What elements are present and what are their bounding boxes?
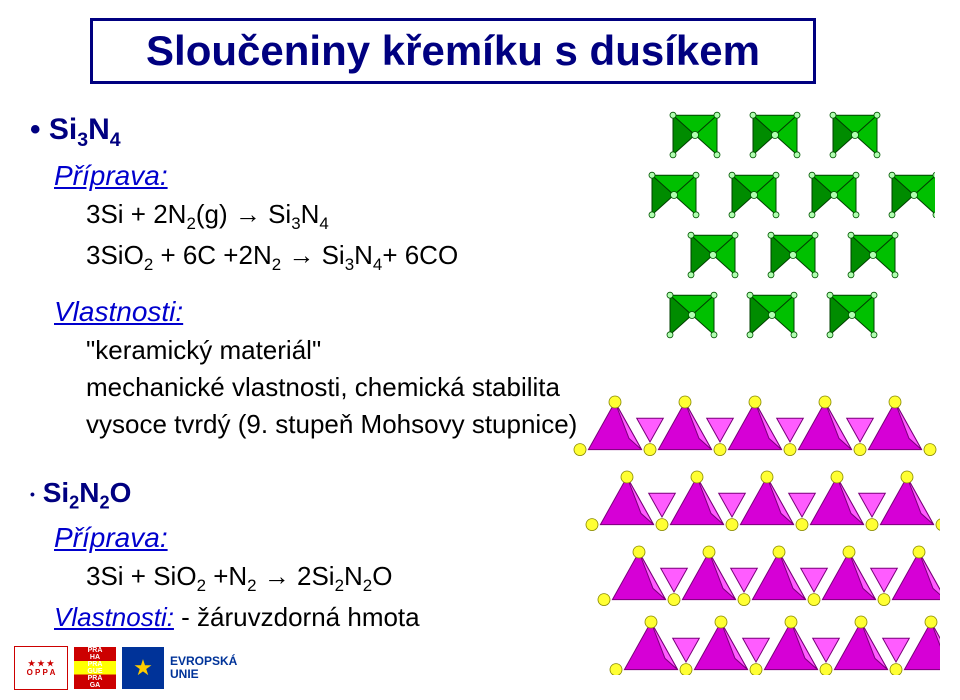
crystal-structure-magenta — [570, 375, 940, 675]
logo-praha: PRAHAPRAGUEPRAGA — [74, 647, 116, 689]
section1-prop-heading: Vlastnosti: — [54, 293, 590, 331]
section1-prop-line3: vysoce tvrdý (9. stupeň Mohsovy stupnice… — [86, 407, 590, 442]
section1-prep-line1: 3Si + 2N2(g) → Si3N4 — [86, 197, 590, 236]
content-column: • Si3N4 Příprava: 3Si + 2N2(g) → Si3N4 3… — [30, 110, 590, 635]
footer-logos: ★ ★ ★O P P A PRAHAPRAGUEPRAGA ★ EVROPSKÁ… — [14, 646, 237, 690]
section2-prep-line1: 3Si + SiO2 +N2 → 2Si2N2O — [86, 559, 590, 598]
section2-prep-heading: Příprava: — [54, 519, 590, 557]
section1-prop-line2: mechanické vlastnosti, chemická stabilit… — [86, 370, 590, 405]
page-title: Sloučeniny křemíku s dusíkem — [146, 27, 760, 74]
section1-prop-line1: "keramický materiál" — [86, 333, 590, 368]
section1-prep-heading: Příprava: — [54, 157, 590, 195]
section1-prep-line2: 3SiO2 + 6C +2N2 → Si3N4+ 6CO — [86, 238, 590, 277]
section2-prop-line: Vlastnosti: - žáruvzdorná hmota — [54, 600, 590, 635]
section2-formula: • Si2N2O — [30, 474, 590, 515]
logo-oppa: ★ ★ ★O P P A — [14, 646, 68, 690]
title-box: Sloučeniny křemíku s dusíkem — [90, 18, 816, 84]
section1-formula: • Si3N4 — [30, 110, 590, 153]
crystal-structure-green — [605, 85, 935, 365]
logo-eu-flag: ★ — [122, 647, 164, 689]
logo-eu-text: EVROPSKÁUNIE — [170, 655, 237, 681]
